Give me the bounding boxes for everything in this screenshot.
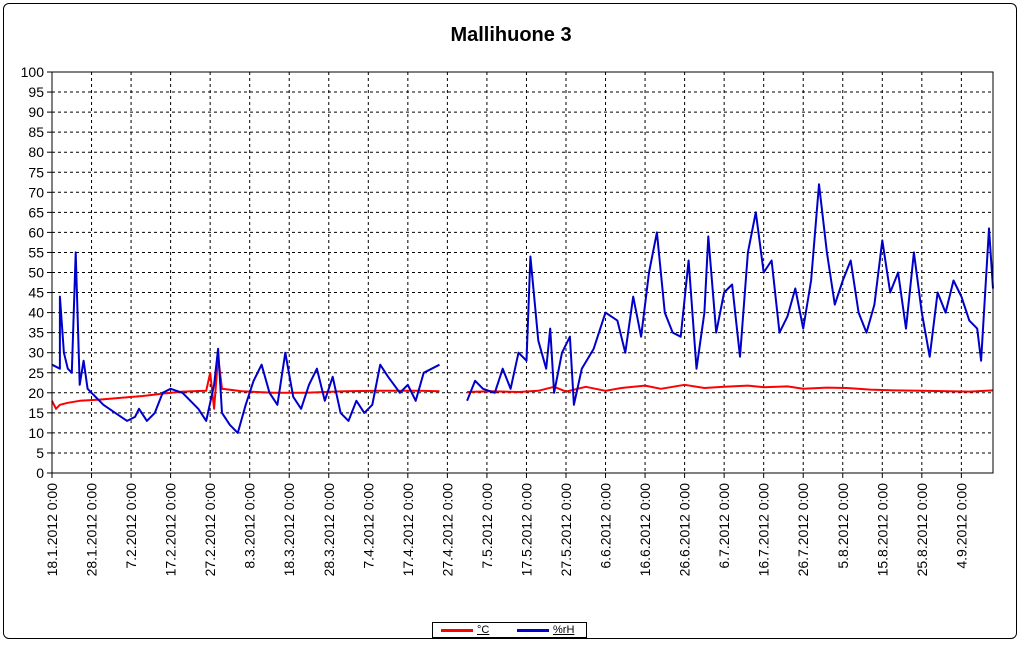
x-tick-label: 18.1.2012 0:00 [44, 483, 60, 577]
y-tick-label: 50 [28, 265, 44, 281]
x-tick-label: 17.5.2012 0:00 [518, 483, 534, 577]
x-tick-label: 28.3.2012 0:00 [321, 483, 337, 577]
plot-border [51, 71, 994, 474]
legend-item-temperature: °C [441, 624, 489, 636]
legend-swatch-temperature [441, 628, 473, 632]
legend-swatch-humidity [517, 628, 549, 632]
x-tick-label: 15.8.2012 0:00 [874, 483, 890, 577]
x-tick-label: 26.6.2012 0:00 [677, 483, 693, 577]
x-tick-label: 27.2.2012 0:00 [202, 483, 218, 577]
y-tick-label: 70 [28, 184, 44, 200]
x-tick-label: 7.4.2012 0:00 [360, 483, 376, 569]
x-tick-label: 25.8.2012 0:00 [914, 483, 930, 577]
y-tick-label: 40 [28, 305, 44, 321]
legend-label-humidity: %rH [553, 624, 575, 636]
y-tick-label: 75 [28, 164, 44, 180]
series-line [51, 355, 440, 410]
y-tick-label: 5 [36, 445, 44, 461]
y-tick-label: 0 [36, 465, 44, 481]
chart-legend: °C %rH [432, 622, 587, 638]
y-tick-label: 65 [28, 204, 44, 220]
x-tick-label: 17.4.2012 0:00 [400, 483, 416, 577]
x-tick-label: 6.6.2012 0:00 [598, 483, 614, 569]
y-tick-label: 35 [28, 325, 44, 341]
y-tick-label: 25 [28, 365, 44, 381]
y-tick-label: 45 [28, 285, 44, 301]
y-tick-label: 30 [28, 345, 44, 361]
x-tick-label: 27.5.2012 0:00 [558, 483, 574, 577]
x-tick-label: 16.6.2012 0:00 [637, 483, 653, 577]
x-tick-label: 7.5.2012 0:00 [479, 483, 495, 569]
series-line [51, 251, 440, 434]
x-tick-label: 5.8.2012 0:00 [835, 483, 851, 569]
y-tick-label: 55 [28, 244, 44, 260]
x-tick-label: 6.7.2012 0:00 [716, 483, 732, 569]
x-tick-label: 28.1.2012 0:00 [84, 483, 100, 577]
x-tick-label: 4.9.2012 0:00 [953, 483, 969, 569]
x-tick-label: 26.7.2012 0:00 [795, 483, 811, 577]
series-line [466, 183, 994, 406]
y-tick-label: 80 [28, 144, 44, 160]
legend-label-temperature: °C [477, 624, 490, 636]
y-tick-label: 60 [28, 224, 44, 240]
legend-item-humidity: %rH [517, 624, 574, 636]
y-tick-label: 100 [21, 64, 45, 80]
x-tick-label: 7.2.2012 0:00 [123, 483, 139, 569]
chart-title: Mallihuone 3 [450, 24, 572, 46]
y-tick-label: 85 [28, 124, 44, 140]
x-tick-label: 27.4.2012 0:00 [439, 483, 455, 577]
x-tick-label: 17.2.2012 0:00 [163, 483, 179, 577]
y-tick-label: 10 [28, 425, 44, 441]
y-tick-label: 90 [28, 104, 44, 120]
x-tick-label: 18.3.2012 0:00 [281, 483, 297, 577]
y-tick-label: 95 [28, 84, 44, 100]
x-tick-label: 16.7.2012 0:00 [756, 483, 772, 577]
y-tick-label: 15 [28, 405, 44, 421]
x-tick-label: 8.3.2012 0:00 [242, 483, 258, 569]
y-tick-label: 20 [28, 385, 44, 401]
